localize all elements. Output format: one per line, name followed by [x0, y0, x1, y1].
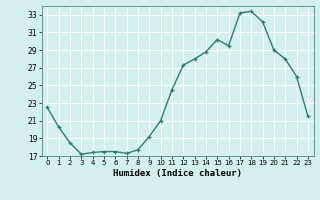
X-axis label: Humidex (Indice chaleur): Humidex (Indice chaleur) [113, 169, 242, 178]
